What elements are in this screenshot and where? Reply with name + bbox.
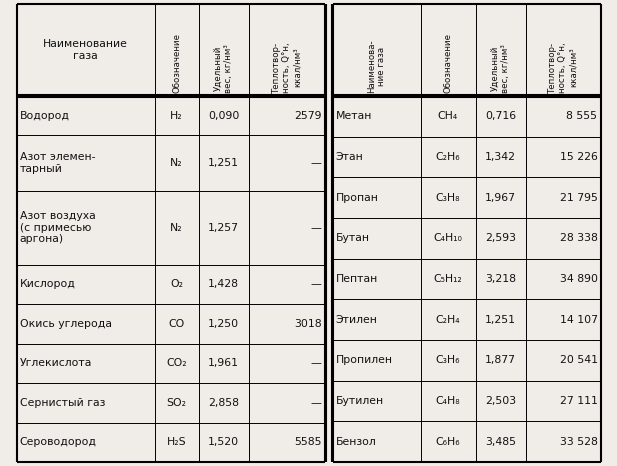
Text: H₂S: H₂S: [167, 437, 186, 447]
Text: N₂: N₂: [170, 223, 183, 233]
Text: 1,967: 1,967: [485, 192, 516, 203]
Text: 1,250: 1,250: [208, 319, 239, 329]
Text: Окись углерода: Окись углерода: [20, 319, 112, 329]
Text: Пептан: Пептан: [336, 274, 378, 284]
Text: SO₂: SO₂: [167, 398, 186, 408]
Text: Пропилен: Пропилен: [336, 356, 392, 365]
Text: C₄H₈: C₄H₈: [436, 396, 460, 406]
Text: 3,485: 3,485: [485, 437, 516, 447]
Text: 2,593: 2,593: [485, 233, 516, 243]
Text: 1,251: 1,251: [208, 158, 239, 168]
Text: C₃H₆: C₃H₆: [436, 356, 460, 365]
Text: N₂: N₂: [170, 158, 183, 168]
Text: C₄H₁₀: C₄H₁₀: [434, 233, 462, 243]
Text: —: —: [310, 358, 321, 368]
Text: Бутилен: Бутилен: [336, 396, 384, 406]
Text: 3018: 3018: [294, 319, 321, 329]
Text: Метан: Метан: [336, 111, 372, 121]
Text: 14 107: 14 107: [560, 315, 597, 325]
Text: Обозначение: Обозначение: [444, 33, 452, 93]
Text: Сернистый газ: Сернистый газ: [20, 398, 105, 408]
Text: Теплотвор-
ность, Q°н,
ккал/нм³: Теплотвор- ность, Q°н, ккал/нм³: [271, 42, 301, 93]
Text: Сероводород: Сероводород: [20, 437, 96, 447]
Text: 1,877: 1,877: [485, 356, 516, 365]
Text: 1,520: 1,520: [208, 437, 239, 447]
Text: Азот воздуха
(с примесью
аргона): Азот воздуха (с примесью аргона): [20, 211, 95, 244]
Text: 2,503: 2,503: [485, 396, 516, 406]
Text: C₃H₈: C₃H₈: [436, 192, 460, 203]
Text: 34 890: 34 890: [560, 274, 597, 284]
Text: 1,428: 1,428: [208, 279, 239, 289]
Text: 1,342: 1,342: [485, 152, 516, 162]
Text: 1,251: 1,251: [485, 315, 516, 325]
Text: —: —: [310, 279, 321, 289]
Text: C₆H₆: C₆H₆: [436, 437, 460, 447]
Text: 33 528: 33 528: [560, 437, 597, 447]
Text: 20 541: 20 541: [560, 356, 597, 365]
Text: Удельный
вес, кг/нм³: Удельный вес, кг/нм³: [214, 44, 233, 93]
Text: Наименование
газа: Наименование газа: [43, 39, 128, 61]
Text: CH₄: CH₄: [438, 111, 458, 121]
Text: Наименова-
ние газа: Наименова- ние газа: [366, 39, 386, 93]
Text: CO: CO: [168, 319, 184, 329]
Text: —: —: [310, 398, 321, 408]
Text: 28 338: 28 338: [560, 233, 597, 243]
Text: Кислород: Кислород: [20, 279, 75, 289]
Text: 1,961: 1,961: [208, 358, 239, 368]
Text: O₂: O₂: [170, 279, 183, 289]
Text: 3,218: 3,218: [485, 274, 516, 284]
Text: Удельный
вес, кг/нм³: Удельный вес, кг/нм³: [491, 44, 510, 93]
Text: Водород: Водород: [20, 111, 70, 121]
Text: Пропан: Пропан: [336, 192, 378, 203]
Text: 8 555: 8 555: [566, 111, 597, 121]
Text: Углекислота: Углекислота: [20, 358, 92, 368]
Text: Этилен: Этилен: [336, 315, 378, 325]
Text: —: —: [310, 158, 321, 168]
Text: 5585: 5585: [294, 437, 321, 447]
Text: C₂H₆: C₂H₆: [436, 152, 460, 162]
Text: Теплотвор-
ность, Q°н,
ккал/нм³: Теплотвор- ность, Q°н, ккал/нм³: [548, 42, 578, 93]
Text: Азот элемен-
тарный: Азот элемен- тарный: [20, 152, 95, 174]
Text: Бутан: Бутан: [336, 233, 370, 243]
Text: H₂: H₂: [170, 111, 183, 121]
Text: 1,257: 1,257: [208, 223, 239, 233]
Text: 0,716: 0,716: [485, 111, 516, 121]
Text: Бензол: Бензол: [336, 437, 376, 447]
Text: 27 111: 27 111: [560, 396, 597, 406]
Text: Этан: Этан: [336, 152, 363, 162]
Text: —: —: [310, 223, 321, 233]
Text: CO₂: CO₂: [166, 358, 187, 368]
Text: 2,858: 2,858: [208, 398, 239, 408]
Text: 2579: 2579: [294, 111, 321, 121]
Text: C₅H₁₂: C₅H₁₂: [434, 274, 462, 284]
Text: 21 795: 21 795: [560, 192, 597, 203]
Text: C₂H₄: C₂H₄: [436, 315, 460, 325]
Text: Обозначение: Обозначение: [172, 33, 181, 93]
Text: 15 226: 15 226: [560, 152, 597, 162]
Text: 0,090: 0,090: [208, 111, 239, 121]
